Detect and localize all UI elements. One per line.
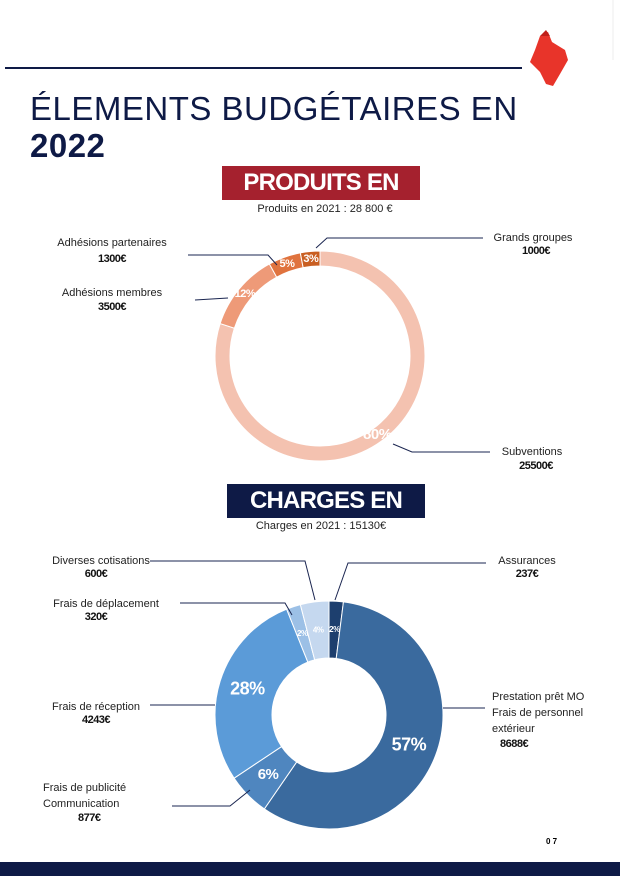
- value-label: 28%: [230, 678, 265, 698]
- amount-label: 320€: [84, 611, 108, 623]
- amount-label: 877€: [78, 812, 101, 824]
- donut-slice: [214, 250, 426, 462]
- subtitle: Produits en 2021 : 28 800 €: [257, 203, 393, 215]
- leader-line: [172, 789, 251, 807]
- leader-line: [334, 562, 486, 601]
- amount-label: 237€: [515, 568, 539, 580]
- category-label: Adhésions partenaires: [57, 237, 167, 249]
- amount-label: 8688€: [500, 738, 529, 750]
- section-banner: CHARGES EN 2022: [227, 484, 425, 548]
- category-label: Subventions: [501, 446, 563, 458]
- amount-label: 600€: [84, 568, 108, 580]
- donut-slice: [214, 608, 309, 779]
- leader-line: [194, 297, 229, 301]
- value-label: 6%: [258, 766, 279, 783]
- subtitle: Charges en 2021 : 15130€: [255, 520, 387, 532]
- amount-label: 1000€: [521, 245, 551, 257]
- value-label: 5%: [280, 258, 296, 270]
- value-label: 3%: [303, 253, 319, 265]
- leader-line: [392, 443, 490, 453]
- category-label: Assurances: [498, 555, 556, 567]
- value-label: 2%: [329, 625, 340, 634]
- donut-slice: [299, 250, 321, 269]
- leader-line: [180, 602, 293, 616]
- page-number: 0 7: [546, 837, 558, 846]
- value-label: 2%: [297, 629, 308, 638]
- amount-label: 25500€: [519, 460, 553, 472]
- donut-slice: [299, 600, 330, 661]
- amount-label: 4243€: [81, 714, 111, 726]
- category-label: Prestation prêt MO Frais de personnel ex…: [492, 691, 585, 735]
- amount-label: 3500€: [97, 301, 127, 313]
- rooster-logo: [530, 30, 568, 86]
- amount-label: 1300€: [97, 253, 127, 265]
- leader-line: [315, 237, 483, 249]
- category-label: Frais de déplacement: [53, 598, 159, 610]
- value-label: 57%: [392, 734, 427, 754]
- value-label: 12%: [235, 288, 256, 300]
- category-label: Frais de réception: [51, 701, 141, 713]
- section-banner: PRODUITS EN 2022: [222, 166, 420, 230]
- donut-slice: [263, 601, 444, 830]
- category-label: Grands groupes: [493, 232, 573, 244]
- title: 2022: [30, 127, 106, 164]
- leader-line: [188, 254, 278, 266]
- value-label: 4%: [313, 625, 324, 634]
- bottom-bar: [0, 862, 620, 876]
- leader-line: [150, 560, 316, 601]
- title: ÉLEMENTS BUDGÉTAIRES EN: [30, 90, 518, 127]
- category-label: Diverses cotisations: [52, 555, 150, 567]
- value-label: 80%: [363, 426, 392, 443]
- category-label: Adhésions membres: [61, 287, 163, 299]
- category-label: Frais de publicité Communication: [43, 782, 127, 810]
